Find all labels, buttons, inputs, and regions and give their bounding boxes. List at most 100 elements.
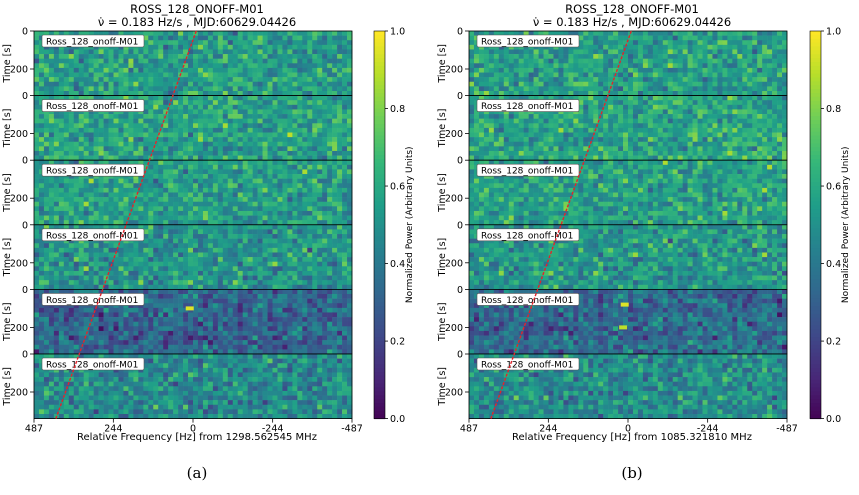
panel-a: ROSS_128_ONOFF-M01 ν̇ = 0.183 Hz/s , MJD… <box>2 2 415 482</box>
y-tick-label: 200 <box>445 388 463 399</box>
subplot-label: Ross_128_onoff-M01 <box>476 163 580 177</box>
hotspot <box>620 302 629 307</box>
y-tick-label: 0 <box>457 91 463 102</box>
chart-title: ROSS_128_ONOFF-M01 <box>130 2 264 16</box>
y-axis-label: Time [s] <box>2 109 13 149</box>
y-axis-label: Time [s] <box>2 44 13 84</box>
y-axis-label: Time [s] <box>437 109 448 149</box>
y-tick-label: 0 <box>22 285 28 296</box>
y-tick-label: 0 <box>22 27 28 38</box>
svg-text:Ross_128_onoff-M01: Ross_128_onoff-M01 <box>46 231 138 241</box>
heatmap-panel <box>469 160 788 226</box>
colorbar-frame <box>373 30 386 419</box>
subplot-label: Ross_128_onoff-M01 <box>476 228 580 241</box>
y-tick-label: 0 <box>457 156 463 167</box>
heatmap-panel <box>34 224 353 290</box>
y-tick-label: 0 <box>457 220 463 231</box>
subplot-label: Ross_128_onoff-M01 <box>41 293 145 306</box>
y-axis-label: Time [s] <box>2 173 13 213</box>
svg-text:Ross_128_onoff-M01: Ross_128_onoff-M01 <box>46 167 138 177</box>
colorbar-tick-label: 0.8 <box>826 104 841 115</box>
chart-title: ROSS_128_ONOFF-M01 <box>565 2 699 16</box>
colorbar-label: Normalized Power (Arbitrary Units) <box>405 146 415 303</box>
subplot-label: Ross_128_onoff-M01 <box>41 357 145 371</box>
y-tick-label: 0 <box>22 350 28 361</box>
colorbar-tick-label: 0.6 <box>826 182 841 193</box>
colorbar-tick-label: 0.0 <box>826 414 841 425</box>
colorbar-tick-label: 1.0 <box>826 27 841 38</box>
drift-line <box>55 30 197 419</box>
y-tick-label: 0 <box>22 220 28 231</box>
x-tick-label: 244 <box>104 424 122 435</box>
y-tick-label: 200 <box>445 323 463 334</box>
x-axis-label: Relative Frequency [Hz] from 1298.562545… <box>77 432 317 443</box>
colorbar-tick-label: 0.8 <box>390 104 405 115</box>
subplot-label: Ross_128_onoff-M01 <box>476 99 580 112</box>
colorbar-frame <box>809 30 822 419</box>
y-axis-label: Time [s] <box>437 367 448 407</box>
subplot-label: Ross_128_onoff-M01 <box>476 34 580 48</box>
y-tick-label: 0 <box>457 350 463 361</box>
chart-subtitle: ν̇ = 0.183 Hz/s , MJD:60629.04426 <box>533 15 731 29</box>
y-tick-label: 0 <box>457 285 463 296</box>
y-tick-label: 200 <box>10 258 28 269</box>
hotspot <box>619 325 628 330</box>
subplot-label: Ross_128_onoff-M01 <box>476 293 580 306</box>
chart-subtitle: ν̇ = 0.183 Hz/s , MJD:60629.04426 <box>98 15 296 29</box>
x-tick-label: 0 <box>190 424 196 435</box>
x-tick-label: -487 <box>341 424 363 435</box>
colorbar-tick-label: 0.2 <box>390 337 405 348</box>
y-tick-label: 0 <box>22 156 28 167</box>
y-tick-label: 200 <box>10 65 28 76</box>
subplot-label: Ross_128_onoff-M01 <box>41 34 145 48</box>
y-tick-label: 200 <box>10 194 28 205</box>
y-tick-label: 200 <box>10 129 28 140</box>
colorbar-tick-label: 0.4 <box>826 259 841 270</box>
y-tick-label: 200 <box>10 323 28 334</box>
svg-text:Ross_128_onoff-M01: Ross_128_onoff-M01 <box>46 38 138 48</box>
y-tick-label: 200 <box>445 65 463 76</box>
x-tick-label: 244 <box>539 424 557 435</box>
y-axis-label: Time [s] <box>2 367 13 407</box>
svg-text:Ross_128_onoff-M01: Ross_128_onoff-M01 <box>46 296 138 306</box>
x-tick-label: -244 <box>262 424 284 435</box>
colorbar-label: Normalized Power (Arbitrary Units) <box>841 146 851 303</box>
hotspot <box>185 306 194 311</box>
y-axis-label: Time [s] <box>2 302 13 342</box>
colorbar-tick-label: 1.0 <box>390 27 405 38</box>
y-tick-label: 200 <box>445 194 463 205</box>
figure-caption: (b) <box>621 464 642 482</box>
colorbar-tick-label: 0.0 <box>390 414 405 425</box>
x-tick-label: 0 <box>625 424 631 435</box>
drift-line <box>490 30 632 419</box>
subplot-label: Ross_128_onoff-M01 <box>41 163 145 177</box>
svg-text:Ross_128_onoff-M01: Ross_128_onoff-M01 <box>46 102 138 112</box>
colorbar <box>809 30 822 420</box>
colorbar <box>373 30 386 420</box>
y-axis-label: Time [s] <box>2 238 13 278</box>
heatmap-panel <box>469 95 788 161</box>
figure-caption: (a) <box>187 464 208 482</box>
panel-b: ROSS_128_ONOFF-M01 ν̇ = 0.183 Hz/s , MJD… <box>437 2 851 482</box>
y-axis-label: Time [s] <box>437 44 448 84</box>
x-tick-label: 487 <box>25 424 43 435</box>
colorbar-tick-label: 0.2 <box>826 337 841 348</box>
y-axis-label: Time [s] <box>437 238 448 278</box>
x-axis-label: Relative Frequency [Hz] from 1085.321810… <box>512 432 752 443</box>
y-tick-label: 200 <box>10 388 28 399</box>
y-tick-label: 0 <box>22 91 28 102</box>
x-tick-label: 487 <box>460 424 478 435</box>
x-tick-label: -244 <box>697 424 719 435</box>
y-tick-label: 0 <box>457 27 463 38</box>
subplot-label: Ross_128_onoff-M01 <box>41 228 145 241</box>
y-tick-label: 200 <box>445 129 463 140</box>
colorbar-tick-label: 0.4 <box>390 259 405 270</box>
subplot-label: Ross_128_onoff-M01 <box>41 99 145 112</box>
colorbar-tick-label: 0.6 <box>390 182 405 193</box>
y-tick-label: 200 <box>445 258 463 269</box>
y-axis-label: Time [s] <box>437 302 448 342</box>
heatmap-panel <box>469 224 788 290</box>
y-axis-label: Time [s] <box>437 173 448 213</box>
x-tick-label: -487 <box>776 424 798 435</box>
